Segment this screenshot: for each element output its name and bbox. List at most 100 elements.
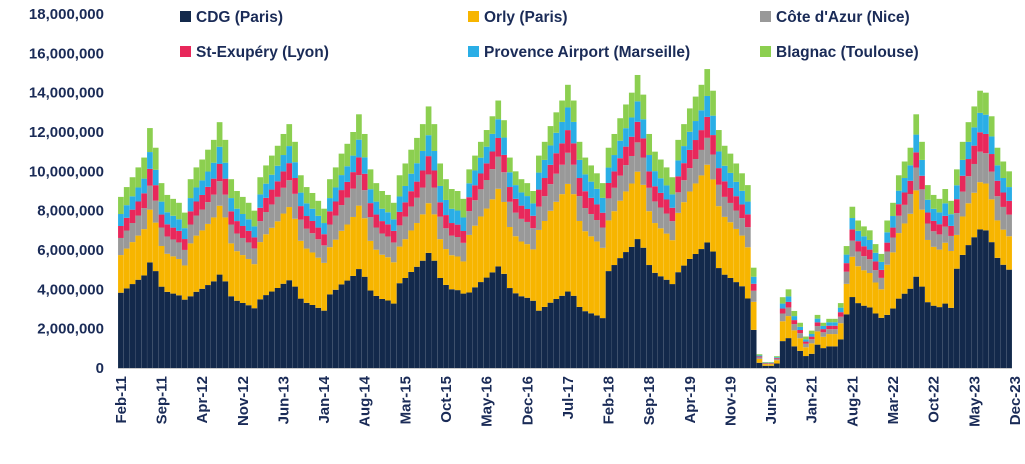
bar-segment-orly-paris (530, 249, 536, 301)
bar-segment-provence-airport-marseille (994, 165, 1001, 181)
bar-segment-orly-paris (141, 229, 147, 276)
bar-segment-orly-paris (768, 364, 774, 366)
bar-segment-cdg-paris (901, 293, 908, 368)
bar-segment-st-exup-ry-lyon (774, 358, 780, 359)
bar-segment-provence-airport-marseille (866, 239, 873, 250)
bar-segment-cdg-paris (843, 314, 850, 368)
legend-swatch (468, 46, 479, 57)
bar-segment-st-exup-ry-lyon (344, 181, 351, 198)
bar-segment-orly-paris (164, 253, 171, 292)
bar-segment-provence-airport-marseille (948, 214, 954, 226)
bar-segment-blagnac-toulouse (379, 191, 385, 209)
bar-segment-cdg-paris (425, 252, 432, 368)
bar-segment-orly-paris (803, 347, 809, 357)
bar-segment-provence-airport-marseille (599, 197, 606, 213)
bar-segment-orly-paris (327, 247, 333, 295)
bar-segment-blagnac-toulouse (907, 147, 914, 166)
bar-segment-orly-paris (559, 194, 565, 296)
bar-segment-cdg-paris (855, 303, 862, 368)
bar-segment-blagnac-toulouse (983, 92, 989, 115)
bar-segment-st-exup-ry-lyon (466, 197, 473, 212)
bar-segment-orly-paris (390, 262, 397, 304)
bar-segment-st-exup-ry-lyon (866, 249, 873, 260)
bar-segment-provence-airport-marseille (118, 214, 124, 226)
bar-segment-cdg-paris (408, 271, 415, 368)
bar-segment-provence-airport-marseille (234, 208, 240, 222)
y-tick-label: 4,000,000 (37, 281, 104, 298)
bar-segment-provence-airport-marseille (176, 219, 182, 231)
bar-segment-c-te-d-azur-nice (965, 176, 972, 204)
bar-segment-c-te-d-azur-nice (768, 363, 774, 365)
bar-segment-blagnac-toulouse (454, 191, 461, 211)
bar-segment-blagnac-toulouse (385, 194, 391, 213)
bar-segment-c-te-d-azur-nice (942, 226, 949, 243)
bar-segment-blagnac-toulouse (559, 100, 565, 122)
y-tick-label: 10,000,000 (29, 163, 104, 180)
bar-segment-blagnac-toulouse (663, 167, 670, 186)
bar-segment-st-exup-ry-lyon (402, 202, 409, 217)
bar-segment-blagnac-toulouse (193, 167, 200, 188)
bar-segment-cdg-paris (129, 284, 136, 368)
bar-segment-st-exup-ry-lyon (884, 242, 891, 252)
bar-segment-orly-paris (988, 199, 995, 243)
bar-segment-st-exup-ry-lyon (414, 181, 420, 198)
bar-segment-orly-paris (762, 364, 769, 366)
bar-segment-provence-airport-marseille (611, 155, 618, 172)
bar-segment-orly-paris (739, 235, 745, 287)
bar-segment-cdg-paris (257, 299, 264, 368)
bar-segment-st-exup-ry-lyon (141, 193, 147, 209)
bar-segment-blagnac-toulouse (176, 202, 182, 220)
bar-segment-c-te-d-azur-nice (977, 151, 983, 183)
bar-segment-blagnac-toulouse (570, 100, 577, 122)
bar-segment-provence-airport-marseille (414, 163, 420, 182)
bar-segment-c-te-d-azur-nice (686, 168, 693, 192)
bar-segment-orly-paris (576, 220, 583, 307)
bar-segment-cdg-paris (205, 285, 211, 368)
bar-segment-c-te-d-azur-nice (187, 224, 194, 244)
bar-segment-cdg-paris (820, 348, 827, 368)
bar-segment-provence-airport-marseille (628, 117, 635, 137)
bar-segment-blagnac-toulouse (239, 196, 246, 215)
bar-segment-cdg-paris (344, 280, 351, 368)
bar-segment-st-exup-ry-lyon (379, 221, 385, 234)
bar-segment-blagnac-toulouse (181, 212, 188, 229)
bar-segment-blagnac-toulouse (402, 163, 409, 186)
bar-segment-blagnac-toulouse (739, 173, 745, 191)
bar-segment-st-exup-ry-lyon (257, 207, 264, 222)
bar-segment-orly-paris (832, 334, 838, 347)
x-tick-label: Oct-22 (926, 376, 943, 423)
bar-segment-provence-airport-marseille (750, 276, 757, 284)
bar-segment-c-te-d-azur-nice (315, 239, 322, 258)
bar-segment-blagnac-toulouse (245, 202, 252, 220)
bar-segment-orly-paris (617, 200, 623, 259)
bar-segment-blagnac-toulouse (901, 161, 908, 179)
bar-segment-c-te-d-azur-nice (344, 197, 351, 225)
bar-segment-blagnac-toulouse (332, 167, 339, 188)
bar-segment-blagnac-toulouse (843, 246, 850, 255)
bar-segment-st-exup-ry-lyon (251, 237, 258, 249)
bar-segment-provence-airport-marseille (268, 174, 275, 190)
bar-segment-orly-paris (820, 336, 827, 349)
bar-segment-st-exup-ry-lyon (617, 158, 623, 176)
bar-segment-provence-airport-marseille (588, 181, 594, 198)
legend-item: Côte d'Azur (Nice) (760, 9, 910, 26)
bar-segment-provence-airport-marseille (779, 303, 786, 309)
bar-segment-c-te-d-azur-nice (594, 220, 600, 242)
bar-segment-orly-paris (594, 241, 600, 316)
bar-segment-c-te-d-azur-nice (507, 201, 513, 228)
bar-segment-st-exup-ry-lyon (901, 192, 908, 205)
bar-segment-c-te-d-azur-nice (118, 237, 124, 256)
bar-segment-st-exup-ry-lyon (356, 157, 362, 176)
bar-segment-cdg-paris (315, 307, 322, 368)
bar-segment-st-exup-ry-lyon (1000, 192, 1007, 207)
bar-segment-blagnac-toulouse (536, 155, 542, 173)
bar-segment-cdg-paris (321, 310, 327, 368)
bar-segment-c-te-d-azur-nice (663, 213, 670, 234)
bar-segment-orly-paris (582, 231, 589, 312)
bar-segment-st-exup-ry-lyon (454, 224, 461, 238)
bar-segment-cdg-paris (239, 302, 246, 368)
y-tick-label: 8,000,000 (37, 203, 104, 220)
bar-segment-st-exup-ry-lyon (576, 178, 583, 197)
bar-segment-cdg-paris (338, 284, 345, 368)
bar-segment-cdg-paris (576, 306, 583, 368)
